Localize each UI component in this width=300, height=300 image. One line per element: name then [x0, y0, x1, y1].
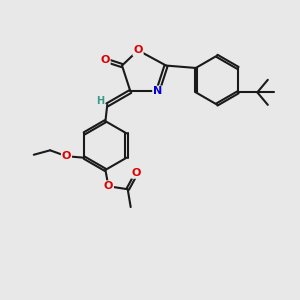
Text: O: O — [134, 45, 143, 55]
Text: O: O — [104, 181, 113, 191]
Text: O: O — [100, 55, 110, 65]
Text: O: O — [132, 168, 141, 178]
Text: O: O — [62, 151, 71, 161]
Text: H: H — [96, 96, 104, 106]
Text: N: N — [153, 86, 162, 97]
